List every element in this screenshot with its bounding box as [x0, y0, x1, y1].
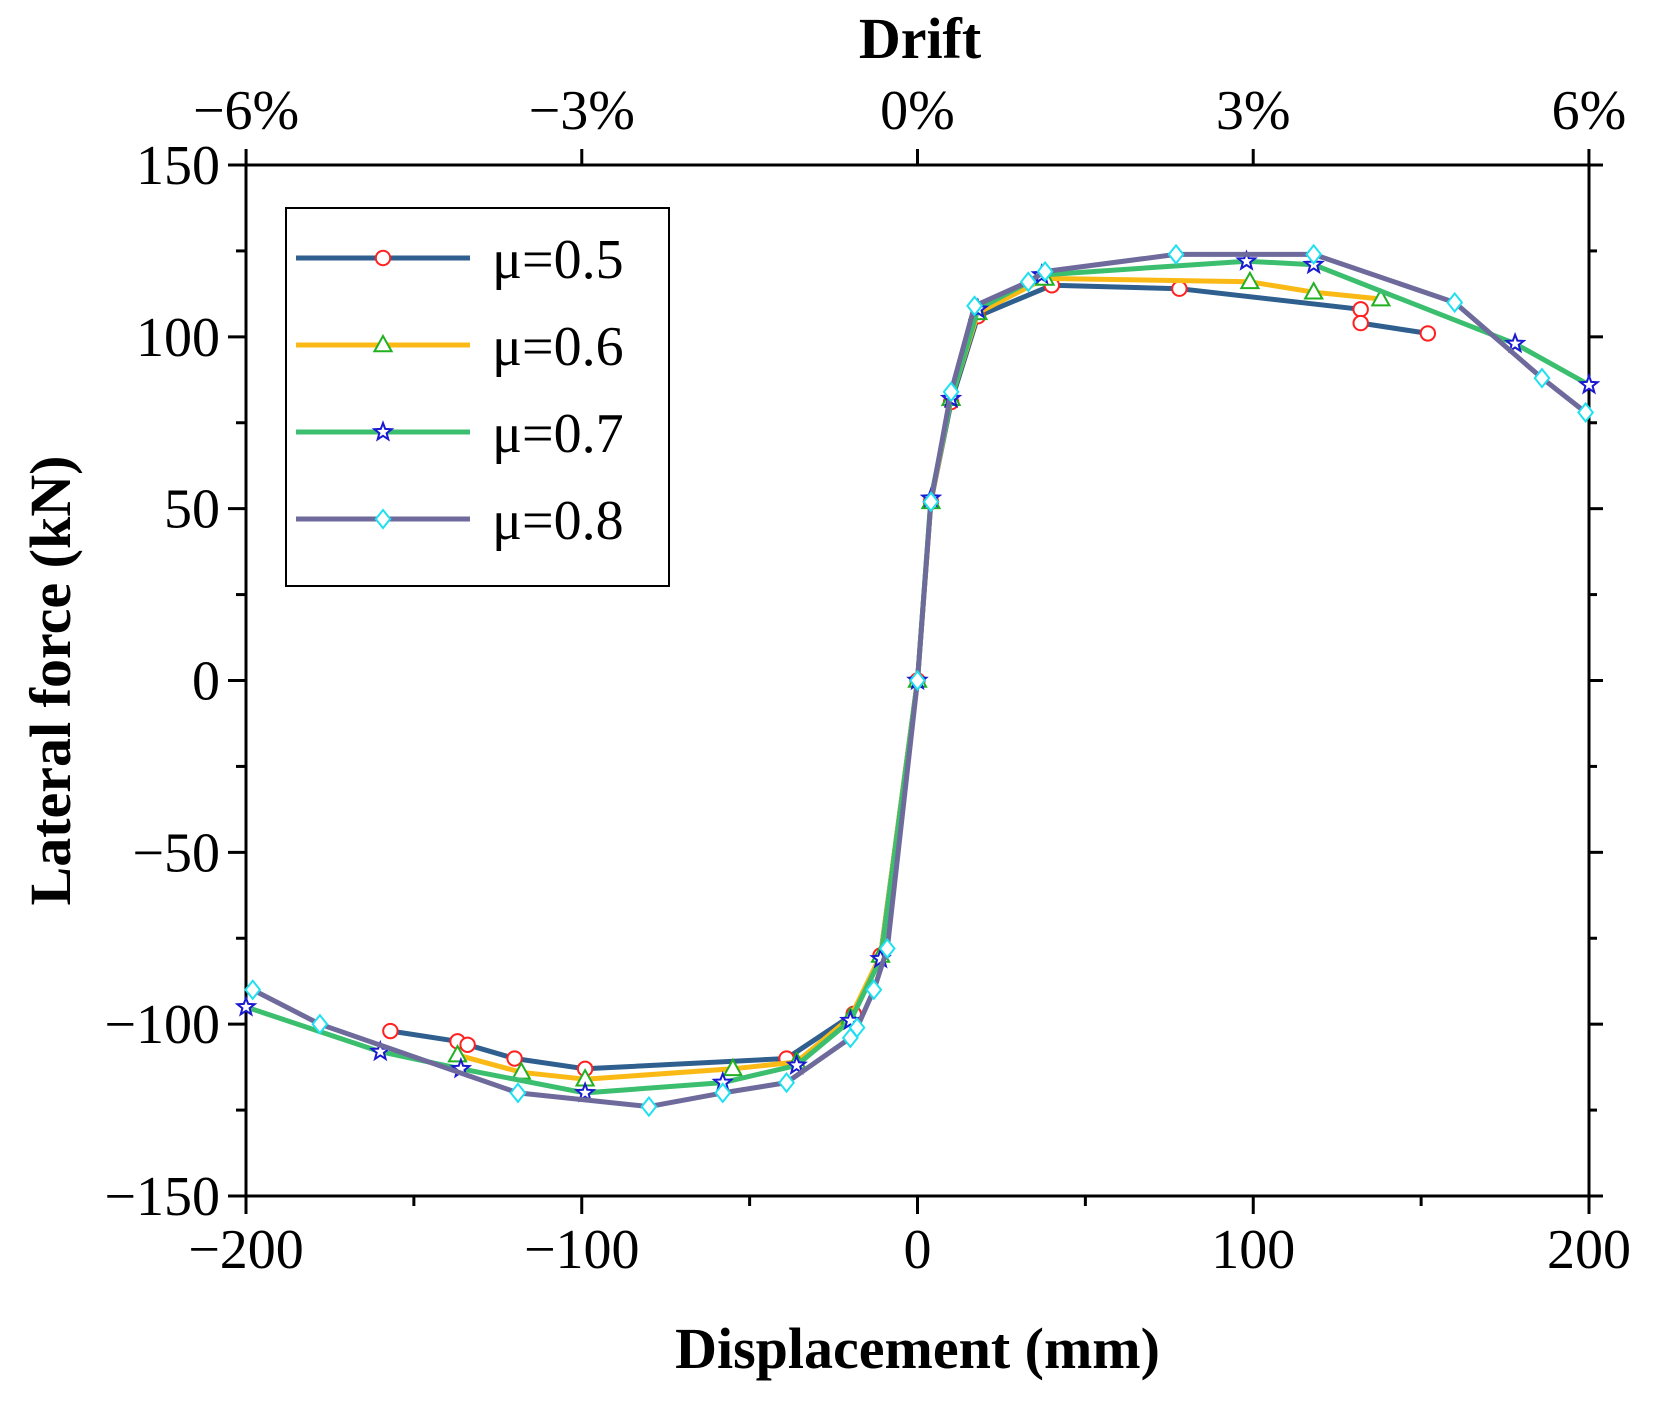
x-tick-label: 0 [904, 1219, 932, 1281]
data-point [1235, 249, 1258, 271]
data-point [1577, 401, 1595, 424]
legend: μ=0.5 μ=0.6 μ=0.7 μ=0.8 [285, 207, 670, 587]
data-point [966, 295, 984, 317]
data-point [878, 937, 896, 960]
data-point [311, 1013, 329, 1035]
top-axis-title: Drift [859, 6, 982, 71]
data-point [722, 1057, 744, 1077]
legend-box [285, 207, 670, 587]
x-tick-label: −200 [188, 1219, 304, 1281]
data-point [1019, 271, 1037, 293]
data-point [509, 1082, 527, 1104]
legend-item: μ=0.6 [296, 316, 624, 378]
y-tick-label: 50 [164, 479, 220, 541]
data-point [1533, 367, 1551, 389]
legend-item: μ=0.5 [296, 229, 624, 291]
data-point [371, 420, 395, 442]
data-point [382, 1022, 399, 1040]
legend-item: μ=0.7 [296, 403, 624, 465]
data-point [447, 1044, 468, 1063]
data-point [1419, 325, 1437, 342]
data-point [1239, 270, 1261, 290]
y-tick-label: 100 [136, 307, 220, 369]
top-tick-label: 3% [1216, 80, 1291, 142]
y-tick-label: −100 [104, 994, 220, 1056]
data-point [848, 1017, 866, 1039]
top-tick-label: 0% [880, 80, 955, 142]
data-point [1352, 301, 1369, 318]
data-point [909, 669, 926, 692]
top-tick-label: −6% [193, 80, 299, 142]
data-point [234, 995, 258, 1017]
legend-item: μ=0.8 [296, 490, 624, 552]
data-point [244, 979, 262, 1001]
data-point [506, 1050, 523, 1067]
top-tick-label: 6% [1552, 80, 1627, 142]
data-point [942, 381, 960, 403]
data-point [573, 1081, 597, 1103]
y-axis-title: Lateral force (kN) [18, 456, 83, 906]
data-point [640, 1096, 658, 1118]
data-point [1577, 372, 1601, 395]
legend-label: μ=0.5 [492, 229, 624, 291]
y-tick-label: −50 [132, 822, 220, 884]
data-point [778, 1071, 796, 1094]
legend-label: μ=0.6 [492, 316, 624, 378]
x-tick-label: −100 [524, 1219, 640, 1281]
x-axis-title: Displacement (mm) [675, 1316, 1160, 1381]
top-tick-label: −3% [529, 80, 635, 142]
data-point [1171, 280, 1188, 297]
data-point [1446, 291, 1464, 314]
legend-label: μ=0.8 [492, 490, 624, 552]
data-point [374, 249, 392, 267]
data-point [1503, 331, 1527, 354]
data-point [1167, 243, 1185, 265]
x-tick-label: 200 [1547, 1219, 1631, 1281]
legend-label: μ=0.7 [492, 403, 624, 465]
axis-ticks [228, 149, 1603, 1214]
tick-labels: −200 −100 0 100 200 −150 −100 −50 0 50 100 150−6% −3… [104, 80, 1631, 1281]
data-point [1352, 314, 1369, 332]
data-point [1305, 243, 1323, 265]
data-point [785, 1053, 808, 1076]
data-point [372, 333, 394, 353]
x-tick-label: 100 [1211, 1219, 1295, 1281]
series-4 [244, 243, 1595, 1118]
data-point [1370, 287, 1392, 307]
y-tick-label: 150 [136, 135, 220, 197]
data-point [1036, 260, 1054, 283]
data-point [374, 508, 392, 530]
y-tick-label: 0 [192, 651, 220, 713]
data-point [714, 1082, 732, 1104]
y-tick-label: −150 [104, 1166, 220, 1228]
data-point [459, 1036, 476, 1053]
data-point [865, 979, 883, 1001]
data-point [1303, 281, 1324, 300]
data-point [922, 491, 940, 513]
series-layer [234, 243, 1601, 1118]
